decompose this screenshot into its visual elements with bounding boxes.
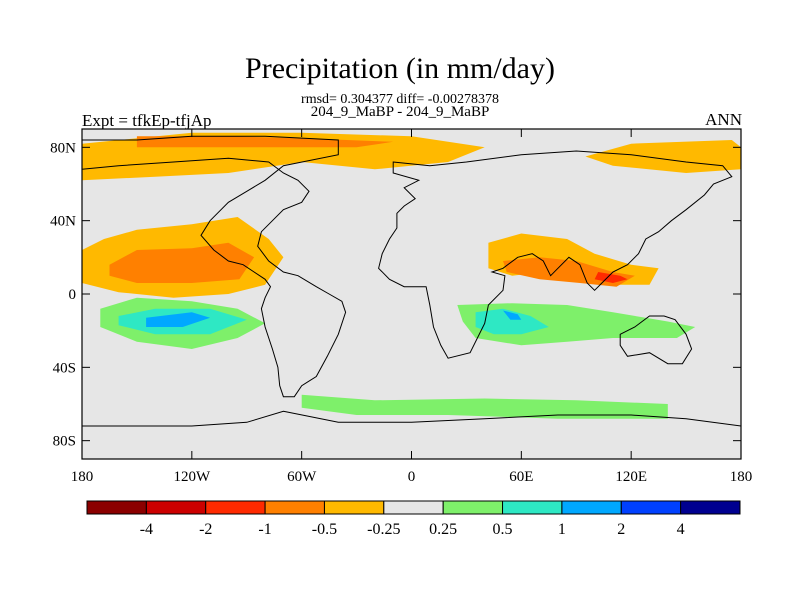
y-tick-label: 40S: [53, 360, 76, 376]
contour-regions: [82, 132, 741, 419]
rmsd-diff-stats: rmsd= 0.304377 diff= -0.00278378: [301, 92, 499, 107]
outline-antarctica: [82, 410, 741, 459]
y-axis-ticks: 80N 40N 0 40S 80S: [50, 140, 741, 450]
colorbar-swatch: [86, 500, 147, 515]
y-tick-label: 40N: [50, 214, 76, 230]
y-tick-label: 80N: [50, 140, 76, 156]
colorbar-swatch: [264, 500, 325, 515]
colorbar-label: -4: [140, 521, 153, 538]
x-tick-label: 60W: [287, 469, 317, 485]
continent-outlines: [82, 135, 741, 459]
contour-indian-ocean-cyan: [475, 308, 549, 335]
contour-south-pacific-blue: [146, 312, 211, 327]
colorbar-label: -0.25: [367, 521, 400, 538]
season-label: ANN: [705, 110, 742, 129]
x-tick-label: 180: [730, 469, 753, 485]
colorbar-swatch: [323, 500, 385, 515]
colorbar-swatch: [561, 500, 622, 515]
contour-asia-peak: [594, 272, 628, 283]
x-tick-label: 180: [71, 469, 94, 485]
outline-australia: [619, 315, 693, 365]
contour-southern-ocean-green: [301, 394, 668, 419]
colorbar-label: -1: [258, 521, 271, 538]
y-tick-label: 0: [69, 287, 77, 303]
outline-north-america: [82, 135, 347, 398]
colorbar-label: 4: [677, 521, 685, 538]
colorbar-swatch: [442, 500, 504, 515]
experiment-label: Expt = tfkEp-tfjAp: [82, 111, 212, 130]
colorbar-swatch: [680, 500, 741, 515]
contour-north-polar-core: [136, 136, 394, 148]
contour-indian-ocean-blue: [503, 310, 522, 320]
y-tick-label: 80S: [53, 434, 76, 450]
colorbar-label: 0.25: [429, 521, 457, 538]
colorbar-label: 2: [617, 521, 625, 538]
x-tick-label: 60E: [509, 469, 533, 485]
colorbar-label: -2: [199, 521, 212, 538]
colorbar: -4 -2 -1 -0.5 -0.25 0.25 0.5 1 2 4: [86, 500, 741, 538]
chart-title: Precipitation (in mm/day): [245, 52, 555, 85]
colorbar-label: -0.5: [312, 521, 337, 538]
x-tick-label: 0: [408, 469, 416, 485]
colorbar-swatch: [502, 500, 563, 515]
colorbar-swatch: [145, 500, 207, 515]
x-tick-label: 120W: [173, 469, 211, 485]
colorbar-swatch: [205, 500, 266, 515]
colorbar-label: 0.5: [493, 521, 513, 538]
x-axis-ticks: 180 120W 60W 0 60E 120E 180: [71, 129, 753, 485]
colorbar-label: 1: [558, 521, 566, 538]
chart-subtitle: 204_9_MaBP - 204_9_MaBP: [310, 104, 490, 120]
outline-eurasia-africa: [378, 150, 733, 359]
colorbar-swatch: [383, 500, 444, 515]
contour-arctic-east-orange: [585, 140, 741, 173]
x-tick-label: 120E: [615, 469, 647, 485]
colorbar-swatch: [620, 500, 682, 515]
